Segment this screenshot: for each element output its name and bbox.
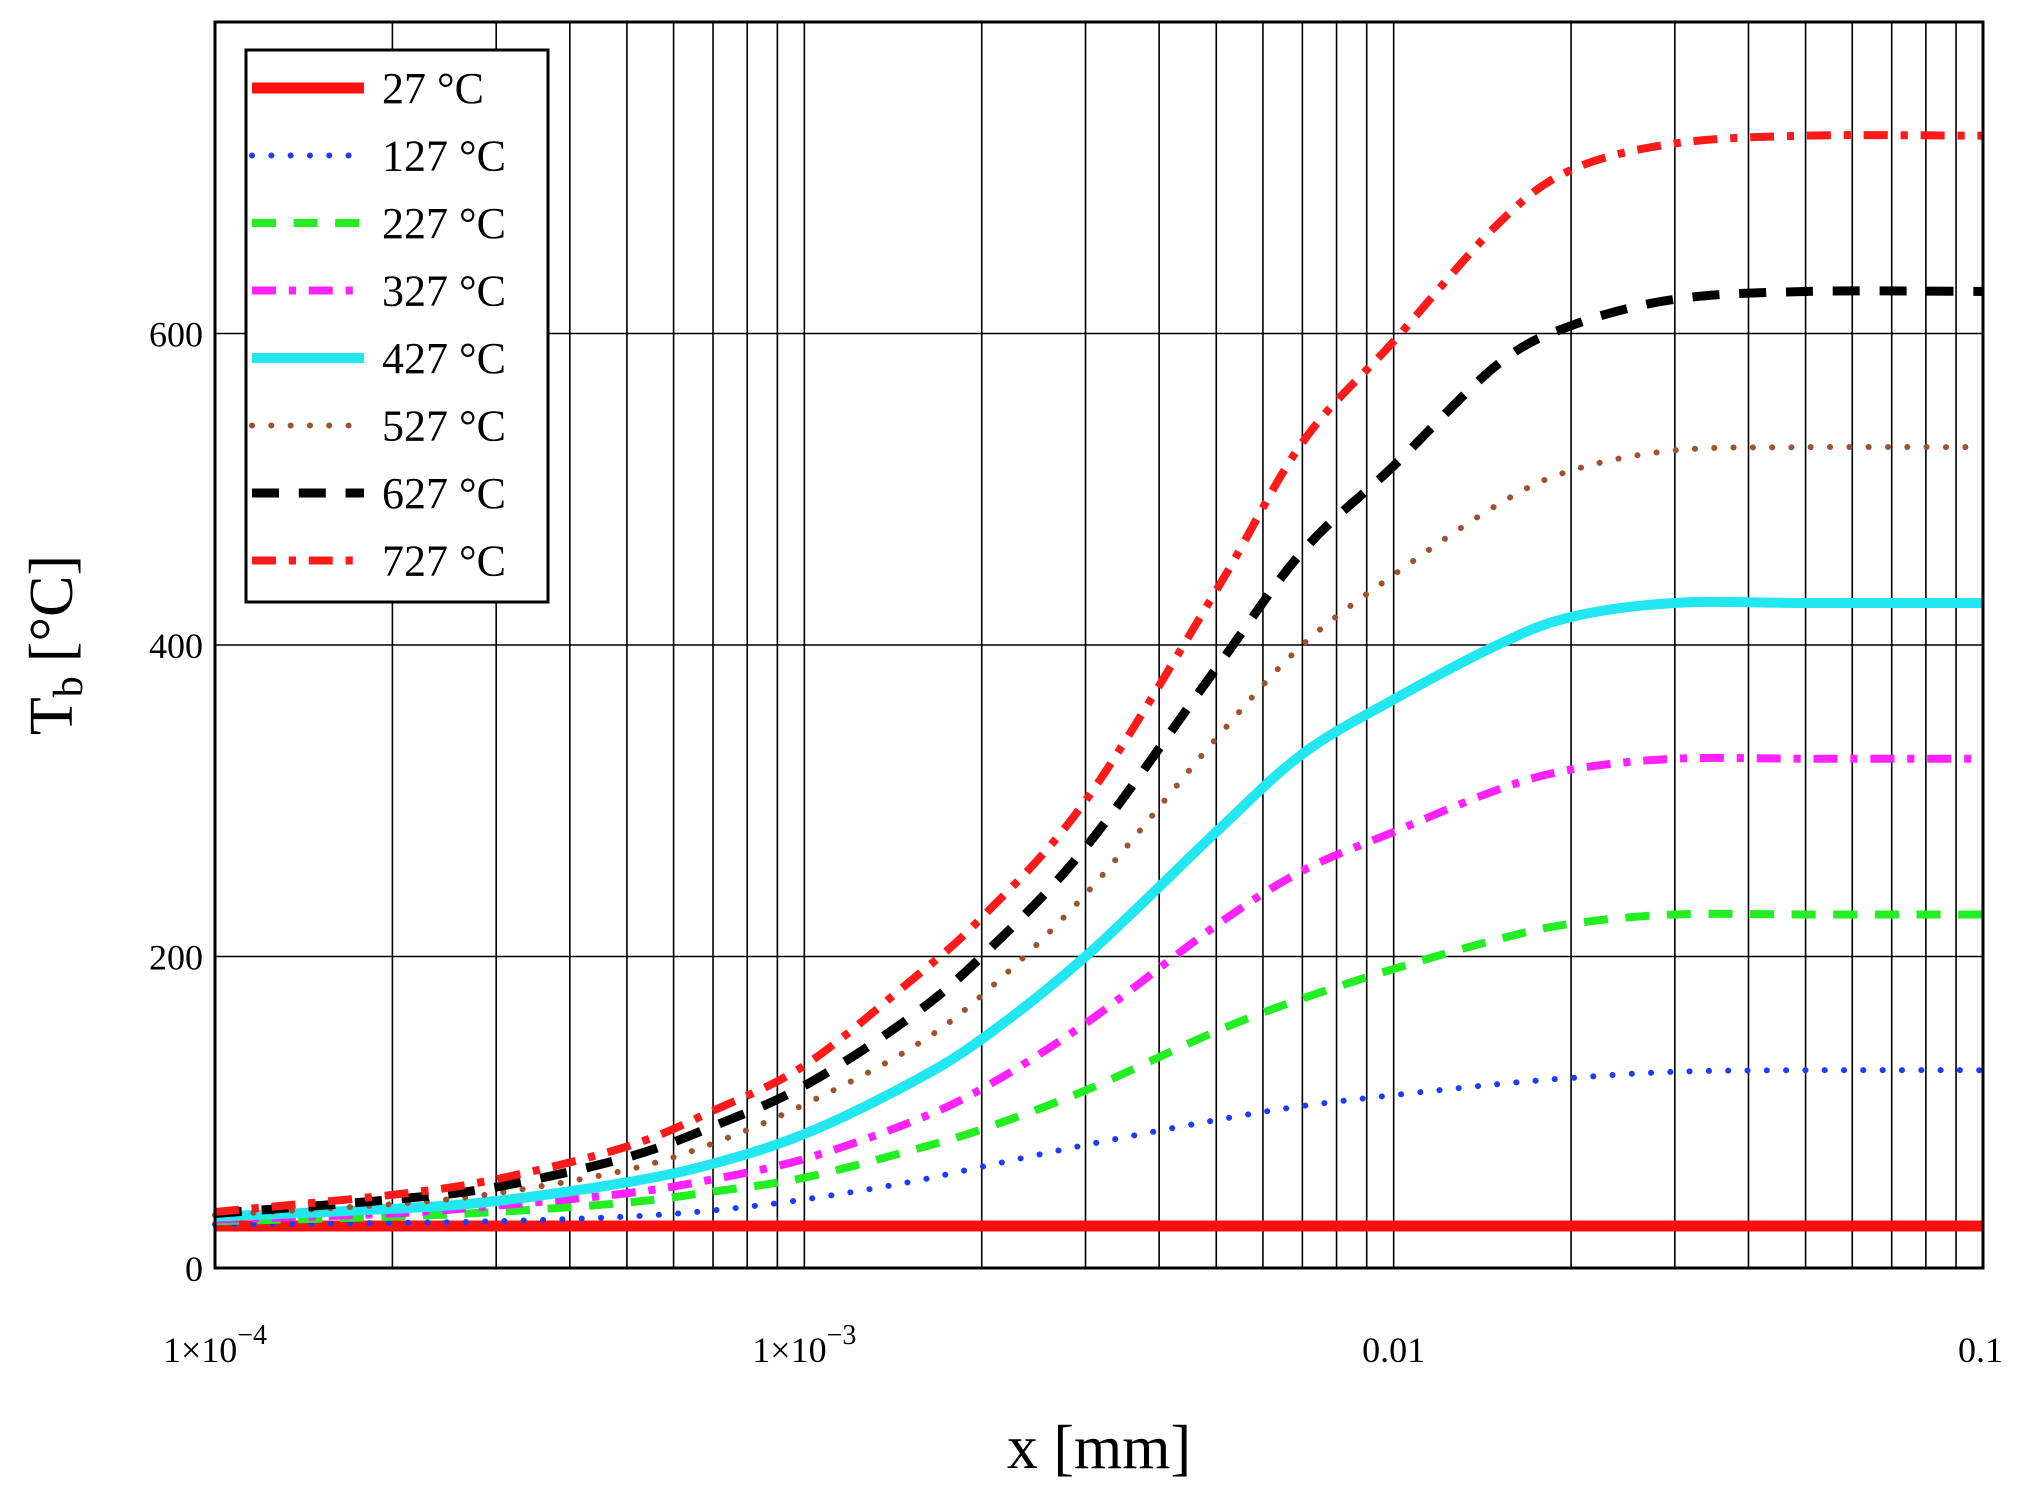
legend: 27 °C 127 °C 227 °C 327 °C 427 °C 527 °C 627 °… — [244, 48, 550, 604]
x-tick-label-exponent: −3 — [827, 1320, 857, 1351]
legend-label: 627 °C — [382, 469, 506, 518]
x-tick-label: 1×10−3 — [752, 1320, 856, 1370]
series-line-427c — [214, 596, 1983, 1222]
y-axis-title-main: T — [18, 697, 86, 735]
x-tick-label: 0.1 — [1958, 1330, 2003, 1370]
grid — [215, 22, 1983, 1268]
series-line-227c — [214, 909, 1983, 1226]
legend-label: 527 °C — [382, 402, 506, 451]
series-line-627c — [214, 286, 1984, 1218]
legend-label: 727 °C — [382, 537, 506, 586]
legend-box — [244, 48, 550, 604]
x-tick-label: 1×10−4 — [163, 1320, 267, 1370]
plot-frame — [213, 20, 1985, 1270]
x-tick-label-base: 1×10 — [163, 1330, 237, 1370]
legend-label: 427 °C — [382, 334, 506, 383]
x-axis-title: x [mm] — [1007, 1414, 1191, 1482]
x-tick-label-base: 0.1 — [1958, 1330, 2003, 1370]
y-tick-label: 200 — [149, 938, 203, 978]
series-group — [212, 131, 1986, 1232]
legend-label: 127 °C — [382, 132, 506, 181]
series-line-527c — [212, 443, 1986, 1219]
y-tick-label: 400 — [149, 626, 203, 666]
y-axis-title-subscript: b — [46, 676, 92, 697]
legend-label: 27 °C — [382, 64, 484, 113]
y-axis-title-unit: [°C] — [18, 555, 86, 662]
x-tick-label: 0.01 — [1362, 1330, 1425, 1370]
y-axis-title: Tb [°C] — [18, 555, 92, 735]
y-tick-label: 600 — [149, 315, 203, 355]
series-line-327c — [214, 753, 1983, 1224]
x-tick-label-base: 0.01 — [1362, 1330, 1425, 1370]
legend-label: 327 °C — [382, 267, 506, 316]
legend-label: 227 °C — [382, 199, 506, 248]
y-tick-label: 0 — [185, 1249, 203, 1289]
x-tick-label-exponent: −4 — [237, 1320, 267, 1351]
x-tick-label-base: 1×10 — [752, 1330, 826, 1370]
